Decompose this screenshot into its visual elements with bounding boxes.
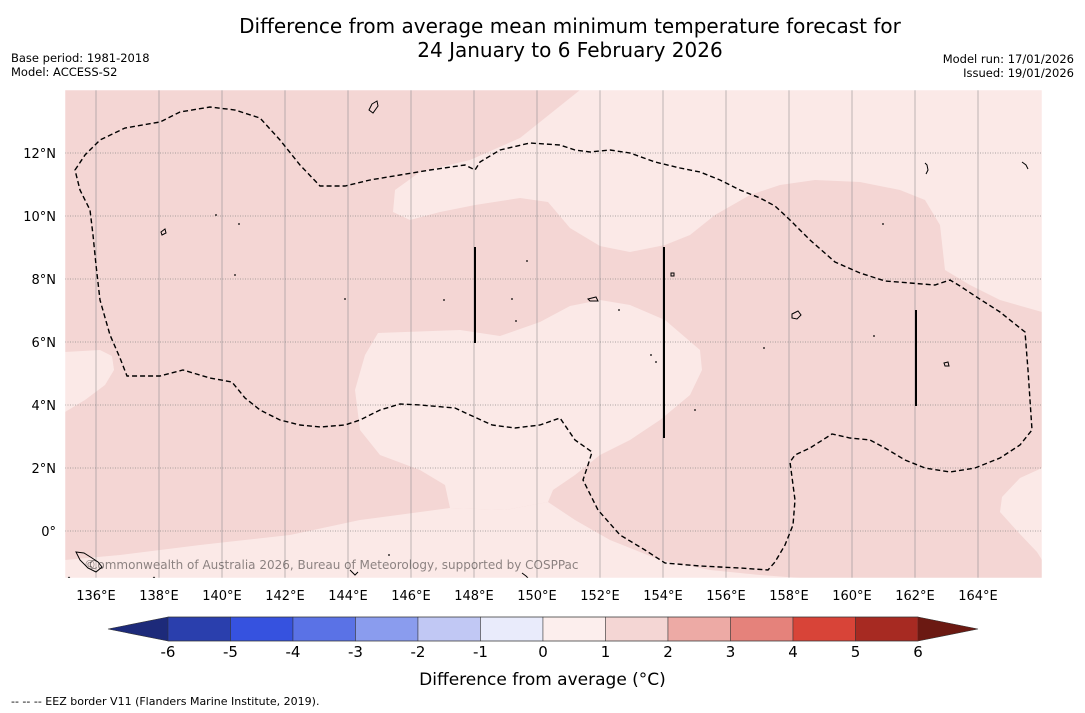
lat-label: 0°: [41, 525, 56, 540]
coastline-islands: [75, 100, 1029, 578]
eez-segments: [474, 247, 917, 438]
island-kosrae-coast: [943, 361, 950, 367]
colorbar-segment: [167, 616, 231, 642]
lon-label: 136°E: [76, 589, 116, 604]
colorbar-extend-low: [108, 617, 168, 641]
island-pohnpei-coast: [791, 310, 802, 320]
island-png-coast: [75, 551, 103, 573]
island-east-coast: [670, 272, 675, 277]
lon-label: 150°E: [517, 589, 557, 604]
colorbar-tick-label: -5: [223, 643, 238, 661]
lon-label: 164°E: [958, 589, 998, 604]
island-guam-coast: [368, 100, 379, 114]
colorbar-tick-label: 4: [788, 643, 798, 661]
lon-label: 140°E: [202, 589, 242, 604]
colorbar-tick-label: 5: [851, 643, 861, 661]
colorbar-segment: [667, 616, 731, 642]
colorbar-outline: [107, 616, 979, 642]
model-name: Model: ACCESS-S2: [11, 65, 118, 79]
anomaly-0-1-region-south: [65, 502, 800, 578]
lat-label: 12°N: [23, 147, 56, 162]
lon-label: 158°E: [769, 589, 809, 604]
colorbar-tick-label: -2: [411, 643, 426, 661]
island-small-coast: [160, 228, 167, 236]
colorbar-tick-label: -1: [473, 643, 488, 661]
lat-label: 6°N: [32, 336, 57, 351]
lat-label: 2°N: [32, 462, 57, 477]
title-line-1: Difference from average mean minimum tem…: [239, 14, 901, 38]
atoll-dots: [67, 214, 884, 578]
colorbar-tick-label: 2: [663, 643, 673, 661]
colorbar-segment: [605, 616, 669, 642]
meta-left: Base period: 1981-2018 Model: ACCESS-S2: [11, 51, 150, 79]
latitude-gridlines: [65, 152, 1042, 532]
lon-label: 154°E: [643, 589, 683, 604]
colorbar-tick-label: 6: [913, 643, 923, 661]
map-gridlines: [95, 90, 979, 578]
island-north-coast: [924, 162, 929, 175]
lon-label: 144°E: [328, 589, 368, 604]
meta-right: Model run: 17/01/2026 Issued: 19/01/2026: [943, 52, 1074, 80]
anomaly-0-1-region-north: [393, 90, 1042, 312]
colorbar-title: Difference from average (°C): [419, 670, 666, 690]
anomaly-0-1-region-east: [1000, 468, 1042, 560]
lon-label: 138°E: [139, 589, 179, 604]
island-ne-coast: [1021, 161, 1029, 170]
colorbar-segment: [542, 616, 606, 642]
colorbar-segment: [355, 616, 419, 642]
title-line-2: 24 January to 6 February 2026: [417, 38, 723, 62]
colorbar: -6 -5 -4 -3 -2 -1 0 1 2 3 4 5 6: [107, 616, 979, 661]
lon-label: 156°E: [706, 589, 746, 604]
model-run: Model run: 17/01/2026: [942, 52, 1074, 66]
longitude-tick-labels: 136°E 138°E 140°E 142°E 144°E 146°E 148°…: [76, 589, 998, 604]
colorbar-segment: [230, 616, 294, 642]
colorbar-tick-label: 3: [726, 643, 736, 661]
lat-label: 4°N: [32, 399, 57, 414]
map-frame: [64, 89, 1043, 579]
lat-label: 8°N: [32, 273, 57, 288]
lon-label: 142°E: [265, 589, 305, 604]
lon-label: 148°E: [454, 589, 494, 604]
colorbar-tick-label: 0: [538, 643, 548, 661]
island-sw-coast: [349, 569, 359, 576]
copyright-symbol: ©: [84, 558, 96, 572]
anomaly-0-1-region-west: [65, 350, 114, 412]
base-period: Base period: 1981-2018: [11, 51, 150, 65]
latitude-tick-labels: 12°N 10°N 8°N 6°N 4°N 2°N 0°: [23, 147, 56, 540]
colorbar-segment: [855, 616, 919, 642]
lon-label: 160°E: [832, 589, 872, 604]
lon-label: 152°E: [580, 589, 620, 604]
issued-date: Issued: 19/01/2026: [963, 66, 1074, 80]
colorbar-segment: [480, 616, 544, 642]
lat-label: 10°N: [23, 210, 56, 225]
chart-title: Difference from average mean minimum tem…: [0, 14, 1085, 62]
island-chuuk-coast: [587, 296, 599, 302]
colorbar-tick-label: -6: [161, 643, 176, 661]
map-area: [65, 90, 1042, 578]
lon-label: 162°E: [895, 589, 935, 604]
colorbar-tick-label: 1: [601, 643, 611, 661]
colorbar-tick-label: -3: [348, 643, 363, 661]
colorbar-segment: [792, 616, 856, 642]
colorbar-segment: [292, 616, 356, 642]
lon-label: 146°E: [391, 589, 431, 604]
footnote: -- -- -- EEZ border V11 (Flanders Marine…: [11, 695, 320, 708]
copyright-notice: Commonwealth of Australia 2026, Bureau o…: [89, 558, 579, 572]
island-south-coast: [521, 572, 529, 578]
colorbar-extend-high: [918, 617, 978, 641]
colorbar-segment: [417, 616, 481, 642]
colorbar-segment: [730, 616, 794, 642]
colorbar-tick-label: -4: [286, 643, 301, 661]
eez-border-line: [74, 106, 1033, 571]
